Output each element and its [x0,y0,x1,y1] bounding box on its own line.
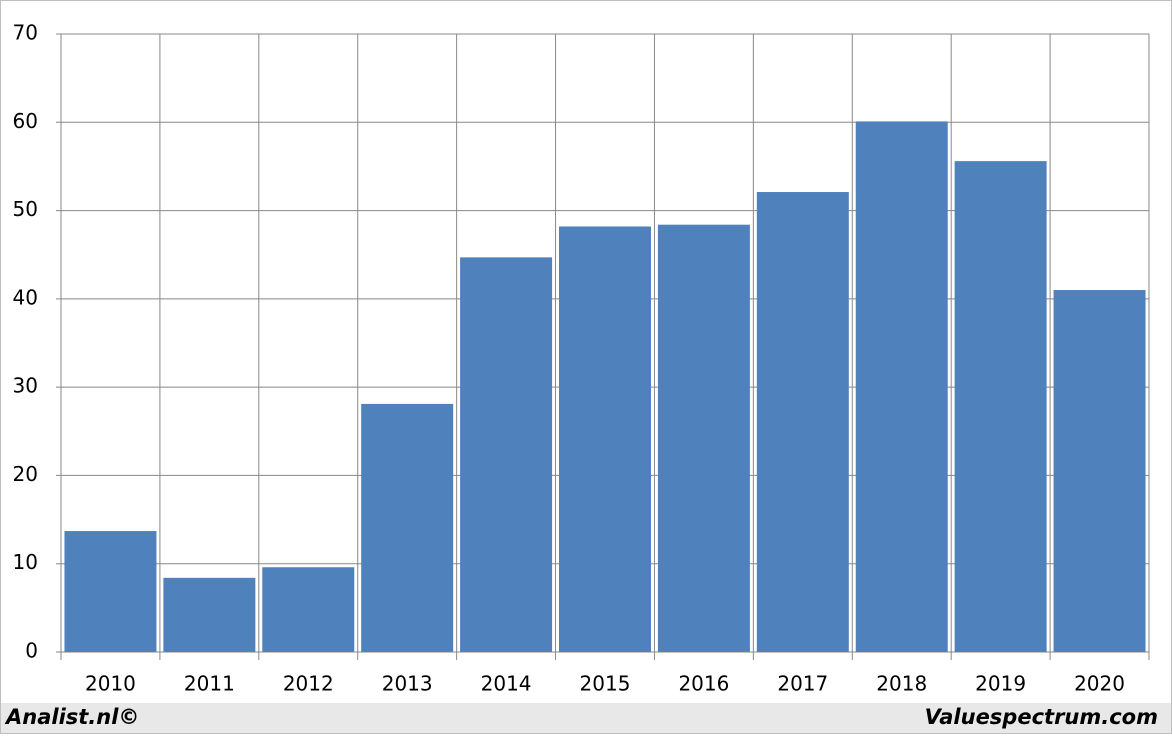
y-tick-label: 0 [25,639,38,663]
footer-band [1,703,1171,733]
y-tick-label: 60 [13,109,38,133]
bar [756,192,849,652]
x-tick-label: 2016 [678,672,729,696]
y-tick-label: 70 [13,21,38,45]
bar [64,531,157,652]
x-tick-label: 2019 [975,672,1026,696]
bar [460,257,553,652]
y-tick-label: 20 [13,462,38,486]
bar [855,121,948,653]
bar [262,567,355,652]
y-tick-label: 10 [13,550,38,574]
bar [559,226,651,652]
bar [163,577,256,652]
bar [954,161,1047,653]
x-tick-label: 2015 [580,672,631,696]
x-tick-label: 2020 [1074,672,1125,696]
x-tick-label: 2013 [382,672,433,696]
y-tick-label: 50 [13,197,38,221]
x-tick-label: 2011 [184,672,235,696]
bar [361,403,454,652]
x-tick-label: 2010 [85,672,136,696]
x-tick-label: 2018 [876,672,927,696]
y-tick-label: 30 [13,374,38,398]
y-tick-label: 40 [13,285,38,309]
x-tick-label: 2014 [481,672,532,696]
bar [657,224,750,652]
x-tick-label: 2012 [283,672,334,696]
footer-right: Valuespectrum.com [925,705,1158,729]
bar [1053,290,1146,652]
footer-left: Analist.nl© [4,705,139,729]
x-tick-label: 2017 [777,672,828,696]
